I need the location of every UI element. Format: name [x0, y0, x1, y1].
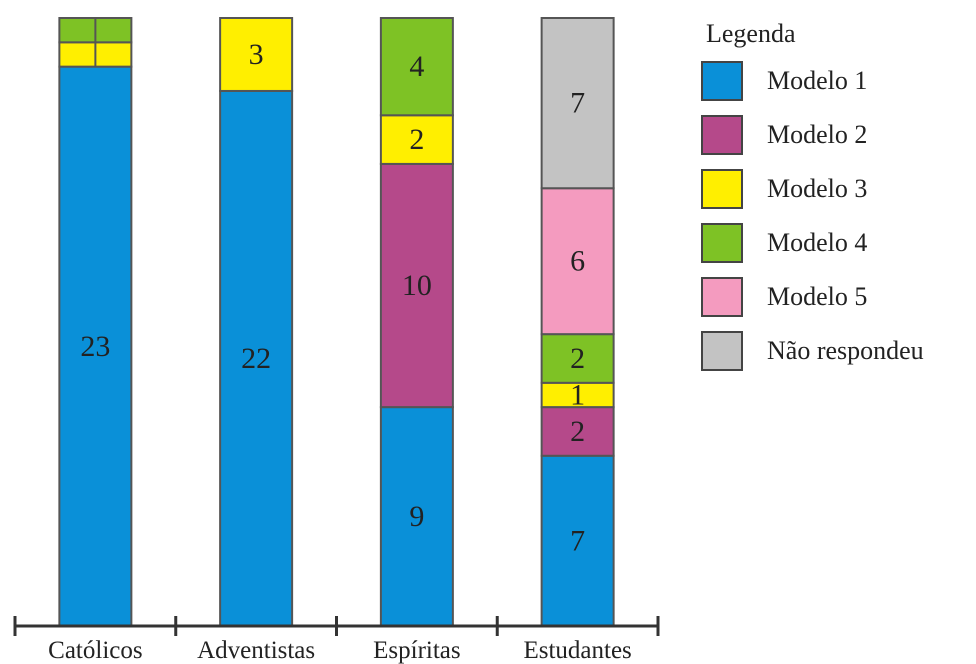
bar-estudantes-nao-respondeu: [540, 17, 615, 190]
legend-swatch-nao-respondeu: [701, 331, 743, 371]
legend-swatch-modelo-3: [701, 169, 743, 209]
bar-estudantes-modelo-1: [540, 454, 615, 628]
legend-swatch-modelo-2: [701, 115, 743, 155]
bar-adventistas-modelo-1: [219, 89, 294, 627]
bar-espiritas-modelo-4: [379, 17, 454, 117]
bar-label-catolicos-modelo-1: 23: [80, 330, 110, 363]
category-label-espiritas: Espíritas: [373, 637, 461, 664]
bar-espiritas-modelo-2: [379, 162, 454, 409]
legend-label-nao-respondeu: Não respondeu: [767, 336, 924, 365]
bar-label-estudantes-nao-respondeu: 7: [570, 87, 585, 120]
bar-label-adventistas-modelo-1: 22: [241, 342, 271, 375]
legend-swatch-modelo-5: [701, 277, 743, 317]
bar-label-estudantes-modelo-2: 2: [570, 415, 585, 448]
bar-label-estudantes-modelo-5: 6: [570, 245, 585, 278]
bar-label-espiritas-modelo-4: 4: [409, 50, 424, 83]
bar-estudantes-modelo-3: [540, 381, 615, 409]
bar-catolicos-modelo-1: [58, 65, 133, 627]
category-label-adventistas: Adventistas: [197, 637, 315, 664]
bar-label-estudantes-modelo-3: 1: [570, 378, 585, 411]
bar-estudantes-modelo-2: [540, 406, 615, 457]
bar-label-estudantes-modelo-4: 2: [570, 342, 585, 375]
bar-espiritas-modelo-1: [379, 406, 454, 627]
bar-label-adventistas-modelo-3: 3: [249, 38, 264, 71]
bar-label-espiritas-modelo-2: 10: [402, 269, 432, 302]
legend-label-modelo-2: Modelo 2: [767, 120, 867, 149]
bar-estudantes-modelo-5: [540, 187, 615, 336]
legend-label-modelo-3: Modelo 3: [767, 174, 867, 203]
legend-label-modelo-5: Modelo 5: [767, 282, 867, 311]
bar-adventistas-modelo-3: [219, 17, 294, 92]
bar-label-estudantes-modelo-1: 7: [570, 524, 585, 557]
legend-title: Legenda: [706, 19, 796, 48]
bar-label-espiritas-modelo-3: 2: [409, 123, 424, 156]
bar-label-espiritas-modelo-1: 9: [409, 500, 424, 533]
category-label-estudantes: Estudantes: [523, 637, 631, 664]
legend-label-modelo-4: Modelo 4: [767, 228, 867, 257]
category-label-catolicos: Católicos: [48, 637, 142, 664]
legend-swatch-modelo-4: [701, 223, 743, 263]
legend-swatch-modelo-1: [701, 61, 743, 101]
legend-label-modelo-1: Modelo 1: [767, 66, 867, 95]
bar-espiritas-modelo-3: [379, 114, 454, 165]
